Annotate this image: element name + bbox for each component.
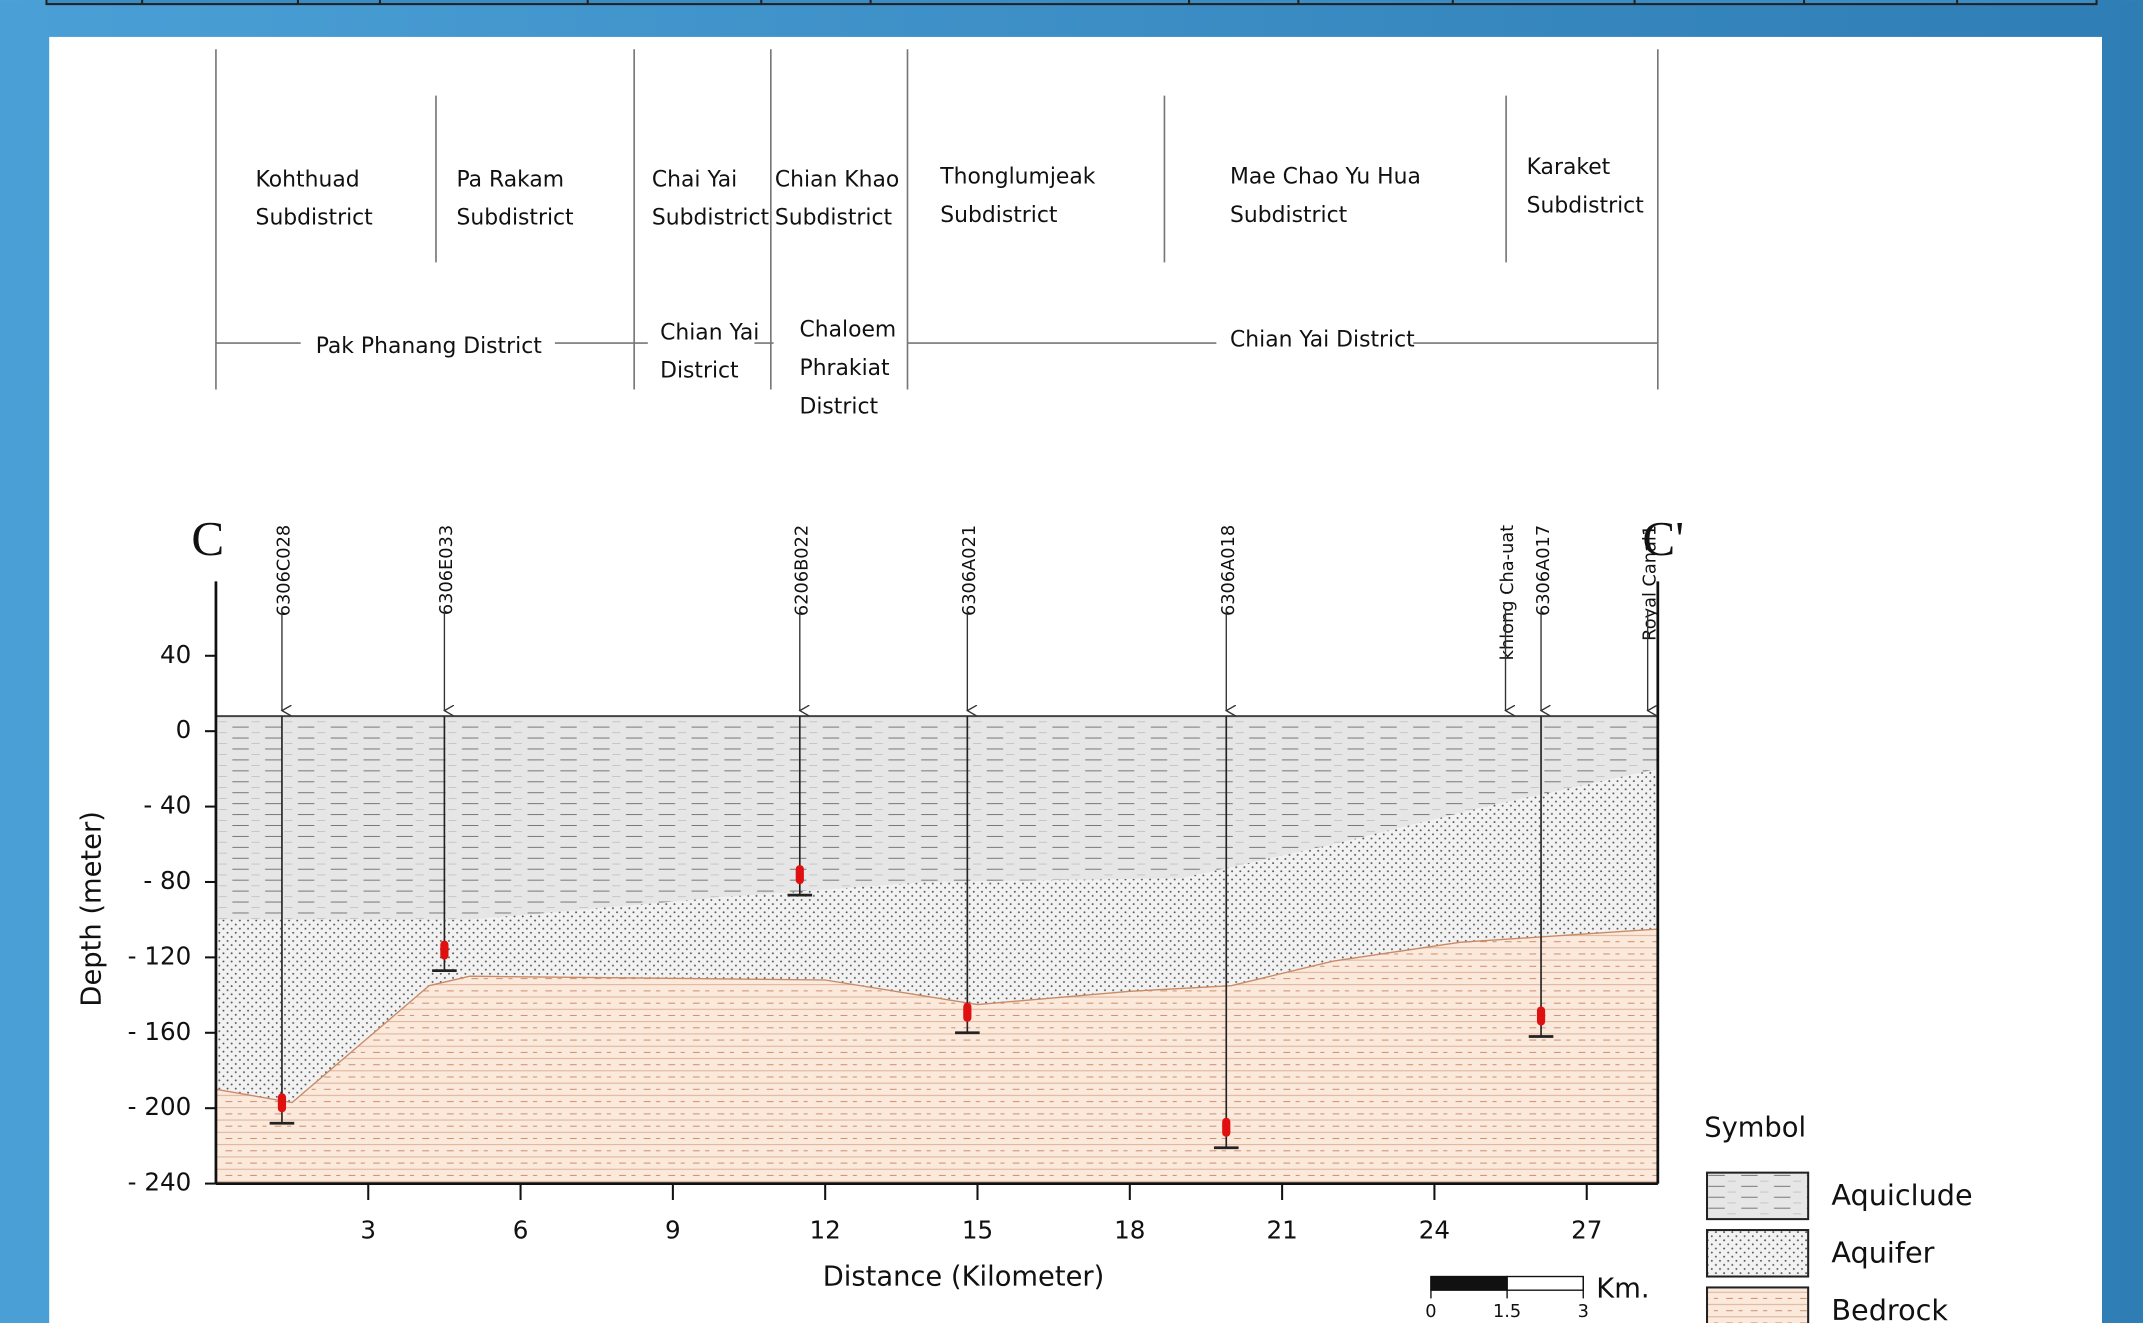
- y-tick-label: - 240: [128, 1168, 192, 1197]
- subdistrict-label: Subdistrict: [256, 206, 374, 231]
- legend-label: Aquifer: [1831, 1236, 1934, 1270]
- y-tick-label: - 40: [143, 791, 191, 820]
- x-axis-label: Distance (Kilometer): [823, 1261, 1105, 1292]
- y-tick-label: - 120: [128, 941, 192, 970]
- legend-swatch: [1707, 1287, 1808, 1323]
- subdistrict-label: Karaket: [1527, 155, 1611, 180]
- subdistrict-label: Subdistrict: [775, 206, 893, 231]
- scalebar-segment: [1431, 1277, 1507, 1291]
- x-tick-label: 9: [665, 1215, 681, 1244]
- figure: 40 0 - 40 - 80 - 120 - 160 - 200 - 240 3 6 9 12 15 18…: [0, 0, 2143, 1323]
- well-label: 6306A017: [1534, 525, 1554, 616]
- y-tick-label: 0: [176, 715, 192, 744]
- well-label: 6306A018: [1219, 525, 1239, 616]
- district-label: Chian Yai: [660, 320, 759, 345]
- district-label: Chian Yai District: [1230, 327, 1415, 352]
- subdistrict-label: Subdistrict: [1230, 203, 1348, 228]
- well-screen: [796, 865, 804, 884]
- district-label: District: [660, 359, 739, 384]
- scalebar-segment: [1507, 1277, 1583, 1291]
- district-label: Pak Phanang District: [316, 334, 543, 359]
- subdistrict-label: Mae Chao Yu Hua: [1230, 165, 1421, 190]
- y-tick-label: - 80: [143, 866, 191, 895]
- y-tick-label: 40: [160, 640, 191, 669]
- subdistrict-label: Kohthuad: [256, 167, 360, 192]
- y-axis-label: Depth (meter): [76, 811, 107, 1006]
- page: {"chart_data":{ "type":"cross-section", …: [0, 0, 2143, 1323]
- well-label: 6306C028: [275, 525, 295, 616]
- scalebar-unit: Km.: [1596, 1274, 1649, 1305]
- scalebar-label: 1.5: [1493, 1302, 1521, 1322]
- subdistrict-label: Thonglumjeak: [939, 165, 1095, 190]
- subdistrict-label: Pa Rakam: [456, 167, 564, 192]
- well-label: 6206B022: [793, 525, 813, 616]
- y-tick-label: - 160: [128, 1017, 192, 1046]
- well-screen: [1222, 1118, 1230, 1137]
- section-start: C: [191, 511, 224, 566]
- district-label: Chaloem: [800, 318, 897, 343]
- scalebar-label: 3: [1578, 1302, 1589, 1322]
- y-tick-label: - 200: [128, 1092, 192, 1121]
- well-screen: [440, 941, 448, 960]
- x-tick-label: 27: [1571, 1215, 1602, 1244]
- x-tick-label: 21: [1266, 1215, 1297, 1244]
- district-label: District: [800, 394, 879, 419]
- section-end: C': [1642, 511, 1684, 566]
- well-label: khlong Cha-uat: [1498, 525, 1518, 661]
- subdistrict-label: Subdistrict: [940, 203, 1058, 228]
- subdistrict-label: Chai Yai: [652, 167, 737, 192]
- scalebar-label: 0: [1425, 1302, 1436, 1322]
- subdistrict-label: Subdistrict: [456, 206, 574, 231]
- x-tick-label: 3: [360, 1215, 376, 1244]
- x-tick-label: 15: [962, 1215, 993, 1244]
- legend-label: Aquiclude: [1831, 1178, 1972, 1212]
- district-label: Phrakiat: [800, 356, 891, 381]
- subdistrict-label: Subdistrict: [652, 206, 770, 231]
- well-screen: [278, 1093, 286, 1112]
- legend-swatch: [1707, 1230, 1808, 1276]
- subdistrict-label: Subdistrict: [1527, 193, 1645, 218]
- legend-swatch: [1707, 1173, 1808, 1219]
- x-tick-label: 24: [1419, 1215, 1450, 1244]
- well-screen: [963, 1003, 971, 1022]
- well-screen: [1537, 1006, 1545, 1025]
- x-tick-label: 18: [1114, 1215, 1145, 1244]
- subdistrict-label: Chian Khao: [775, 167, 899, 192]
- x-tick-label: 12: [810, 1215, 841, 1244]
- well-label: 6306A021: [960, 525, 980, 616]
- legend-title: Symbol: [1704, 1112, 1806, 1143]
- table-strip: [46, 0, 2096, 4]
- x-tick-label: 6: [513, 1215, 529, 1244]
- well-label: 6306E033: [437, 525, 457, 615]
- legend-label: Bedrock: [1831, 1293, 1948, 1323]
